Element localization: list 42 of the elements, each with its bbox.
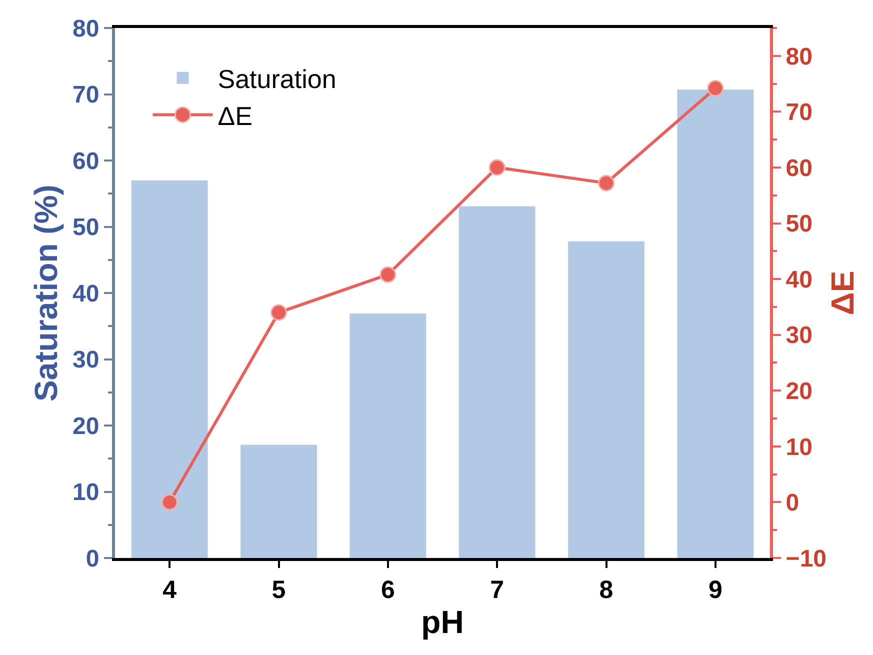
y-tick-label: 20 (72, 412, 100, 440)
bar (240, 444, 317, 558)
x-tick-label: 6 (380, 576, 395, 604)
y-tick-label: 70 (72, 82, 100, 109)
y2-tick-label: 70 (786, 99, 813, 126)
y2-tick-label: 20 (786, 378, 813, 406)
point (270, 304, 287, 321)
bar (677, 90, 754, 558)
x-tick-label: 7 (490, 576, 504, 604)
y-axis-title: Saturation (%) (28, 184, 64, 402)
x-tick-label: 8 (599, 576, 614, 604)
bar (458, 206, 536, 558)
y2-tick-label: 80 (786, 43, 813, 70)
y-tick-label: 0 (86, 545, 100, 572)
y-tick-label: 50 (72, 214, 100, 242)
y2-tick-label: 50 (786, 210, 813, 238)
y-tick-label: 30 (72, 346, 100, 374)
y2-tick-label: 0 (786, 490, 800, 517)
y2-tick-label: −10 (786, 545, 827, 572)
y-tick-label: 80 (72, 15, 100, 42)
point (598, 174, 614, 192)
bar (568, 241, 644, 558)
point (380, 266, 396, 283)
legend-label: Saturation (218, 64, 336, 94)
y-tick-label: 10 (72, 479, 100, 506)
point (707, 80, 724, 96)
y2-tick-label: 10 (786, 434, 813, 461)
bar (350, 314, 426, 558)
y-tick-label: 40 (72, 280, 100, 308)
x-axis-title: pH (421, 604, 464, 640)
point (161, 494, 178, 510)
legend-label: ΔE (218, 100, 252, 131)
point (488, 159, 506, 176)
y-tick-label: 60 (72, 148, 100, 175)
y2-axis-title: ΔE (824, 270, 860, 316)
y2-tick-label: 60 (786, 154, 813, 182)
y2-tick-label: 40 (786, 266, 813, 294)
x-tick-label: 9 (708, 576, 722, 604)
x-tick-label: 5 (272, 576, 286, 604)
bar (131, 180, 208, 558)
y2-tick-label: 30 (786, 322, 813, 350)
x-tick-label: 4 (162, 576, 177, 604)
